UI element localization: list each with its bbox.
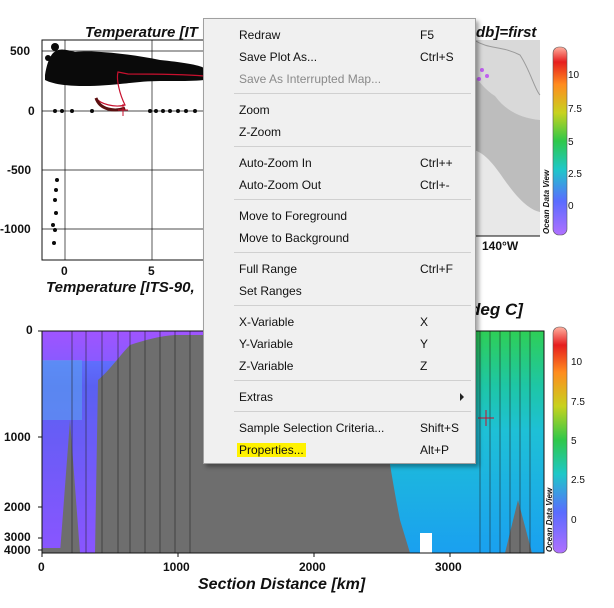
menu-item-properties[interactable]: Properties... Alt+P [205, 439, 474, 461]
top-cb-tick-5: 5 [568, 137, 574, 148]
menu-separator [234, 380, 471, 381]
sec-cb-tick-7-5: 7.5 [571, 397, 585, 408]
menu-shortcut: Ctrl++ [420, 156, 453, 170]
top-cb-tick-10: 10 [568, 70, 580, 81]
top-colorbar [552, 46, 568, 554]
menu-label: Z-Zoom [239, 125, 281, 139]
menu-label: Save Plot As... [239, 50, 318, 64]
menu-label: Extras [239, 390, 274, 404]
menu-label: X-Variable [239, 315, 295, 329]
sec-ytick-0: 0 [26, 323, 33, 337]
menu-item-save-as-interrupted-map: Save As Interrupted Map... [205, 68, 474, 90]
menu-shortcut: X [420, 315, 429, 329]
tl-ytick-neg1000: -1000 [0, 222, 31, 236]
sec-ytick-3000: 3000 [4, 530, 31, 544]
menu-shortcut: Alt+P [420, 443, 450, 457]
menu-label: Set Ranges [239, 284, 302, 298]
top-odv-watermark: Ocean Data View [542, 169, 551, 234]
menu-item-move-to-foreground[interactable]: Move to Foreground [205, 205, 474, 227]
menu-label: Full Range [239, 262, 298, 276]
scatter-plot[interactable] [41, 39, 205, 261]
top-right-plot-title: db]=first [476, 24, 537, 41]
sec-xtick-0: 0 [38, 560, 45, 574]
sec-ytick-4000: 4000 [4, 543, 31, 557]
menu-item-zoom[interactable]: Zoom [205, 99, 474, 121]
menu-item-sample-selection-criteria[interactable]: Sample Selection Criteria... Shift+S [205, 417, 474, 439]
sec-xtick-1000: 1000 [163, 560, 190, 574]
context-menu: Redraw F5 Save Plot As... Ctrl+S Save As… [203, 18, 476, 464]
top-left-plot-title: Temperature [IT [85, 24, 198, 41]
sec-ytick-1000: 1000 [4, 430, 31, 444]
menu-item-y-variable[interactable]: Y-Variable Y [205, 333, 474, 355]
tl-xtick-5: 5 [148, 264, 155, 278]
menu-shortcut: Z [420, 359, 428, 373]
top-cb-tick-2-5: 2.5 [568, 169, 582, 180]
top-cb-tick-0: 0 [568, 201, 574, 212]
menu-label: Auto-Zoom Out [239, 178, 322, 192]
menu-label: Z-Variable [239, 359, 294, 373]
menu-separator [234, 252, 471, 253]
menu-label: Y-Variable [239, 337, 294, 351]
menu-label: Auto-Zoom In [239, 156, 312, 170]
tl-xtick-0: 0 [61, 264, 68, 278]
menu-shortcut: Ctrl+- [420, 178, 450, 192]
menu-label: Sample Selection Criteria... [239, 421, 385, 435]
menu-separator [234, 305, 471, 306]
menu-label: Move to Background [239, 231, 350, 245]
tl-ytick-500: 500 [10, 44, 31, 58]
menu-item-auto-zoom-in[interactable]: Auto-Zoom In Ctrl++ [205, 152, 474, 174]
menu-item-z-zoom[interactable]: Z-Zoom [205, 121, 474, 143]
tl-ytick-0: 0 [28, 104, 35, 118]
menu-item-redraw[interactable]: Redraw F5 [205, 24, 474, 46]
menu-label: Zoom [239, 103, 270, 117]
menu-shortcut: Ctrl+S [420, 50, 454, 64]
section-xlabel: Section Distance [km] [198, 576, 366, 593]
section-plot-title: deg C] [470, 300, 523, 319]
menu-label: Properties... [237, 443, 306, 457]
sec-ytick-2000: 2000 [4, 500, 31, 514]
menu-item-move-to-background[interactable]: Move to Background [205, 227, 474, 249]
menu-item-save-plot-as[interactable]: Save Plot As... Ctrl+S [205, 46, 474, 68]
menu-item-extras[interactable]: Extras [205, 386, 474, 408]
sec-xtick-3000: 3000 [435, 560, 462, 574]
menu-shortcut: Y [420, 337, 429, 351]
menu-item-z-variable[interactable]: Z-Variable Z [205, 355, 474, 377]
map-lon-label: 140°W [482, 239, 519, 253]
menu-item-x-variable[interactable]: X-Variable X [205, 311, 474, 333]
sec-cb-tick-5: 5 [571, 436, 577, 447]
menu-shortcut: Ctrl+F [420, 262, 453, 276]
sec-xtick-2000: 2000 [299, 560, 326, 574]
menu-separator [234, 199, 471, 200]
menu-item-set-ranges[interactable]: Set Ranges [205, 280, 474, 302]
sec-cb-tick-2-5: 2.5 [571, 475, 585, 486]
tl-ytick-neg500: -500 [7, 163, 32, 177]
menu-item-auto-zoom-out[interactable]: Auto-Zoom Out Ctrl+- [205, 174, 474, 196]
menu-separator [234, 411, 471, 412]
menu-label: Redraw [239, 28, 281, 42]
top-left-xlabel: Temperature [ITS-90, [46, 279, 195, 296]
menu-shortcut: Shift+S [420, 421, 460, 435]
menu-label: Move to Foreground [239, 209, 348, 223]
sec-cb-tick-10: 10 [571, 357, 583, 368]
sec-odv-watermark: Ocean Data View [545, 487, 554, 552]
menu-separator [234, 93, 471, 94]
menu-item-full-range[interactable]: Full Range Ctrl+F [205, 258, 474, 280]
menu-separator [234, 146, 471, 147]
station-map[interactable] [473, 39, 541, 237]
menu-shortcut: F5 [420, 28, 435, 42]
menu-label: Save As Interrupted Map... [239, 72, 382, 86]
sec-cb-tick-0: 0 [571, 515, 577, 526]
submenu-arrow-icon [460, 393, 464, 401]
top-cb-tick-7-5: 7.5 [568, 104, 582, 115]
